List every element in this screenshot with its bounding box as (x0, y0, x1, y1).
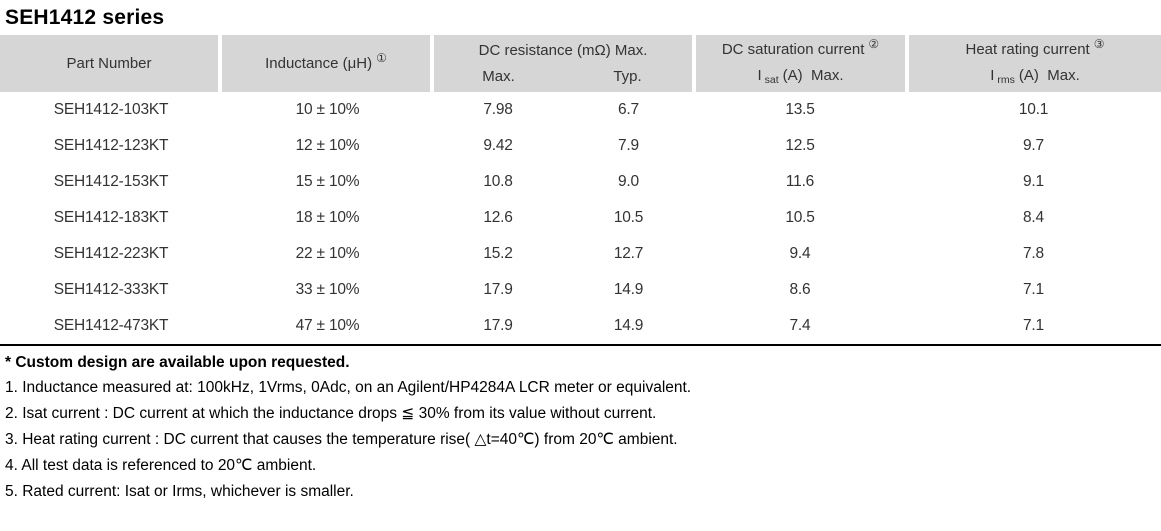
footnote-4: 4. All test data is referenced to 20℃ am… (5, 457, 317, 474)
inductance-cell: 10 ± 10% (295, 101, 360, 118)
isat-unit-label: (A) Max. (782, 67, 844, 84)
subcolumn-header-dcr-typ: Typ. (613, 67, 642, 85)
irms-cell: 7.1 (1023, 281, 1044, 298)
dcr-max-cell: 10.8 (483, 173, 513, 190)
table-row: SEH1412-123KT 12 ± 10% 9.42 7.9 12.5 9.7 (0, 128, 1161, 164)
irms-unit-label: (A) Max. (1018, 67, 1080, 84)
column-header-inductance: Inductance (μH) ① (222, 35, 430, 92)
isat-cell: 9.4 (789, 245, 811, 262)
irms-cell: 7.1 (1023, 317, 1044, 334)
inductance-cell: 22 ± 10% (295, 245, 360, 262)
dcr-max-cell: 17.9 (483, 317, 513, 334)
part-number-cell: SEH1412-223KT (53, 245, 169, 262)
dcr-typ-cell: 12.7 (613, 245, 644, 262)
isat-cell: 7.4 (789, 317, 811, 334)
part-number-cell: SEH1412-333KT (53, 281, 169, 298)
irms-symbol: I (990, 67, 995, 84)
dcr-max-cell: 7.98 (483, 101, 513, 118)
part-number-header-label: Part Number (66, 54, 152, 72)
dcr-max-cell: 15.2 (483, 245, 513, 262)
dc-resistance-header-label: DC resistance (mΩ) Max. (478, 41, 648, 59)
inductance-cell: 18 ± 10% (295, 209, 360, 226)
footnote-5: 5. Rated current: Isat or Irms, whicheve… (5, 483, 354, 500)
part-number-cell: SEH1412-123KT (53, 137, 169, 154)
irms-cell: 7.8 (1023, 245, 1044, 262)
isat-cell: 12.5 (785, 137, 815, 154)
dcr-max-cell: 12.6 (483, 209, 513, 226)
dcr-typ-cell: 10.5 (613, 209, 644, 226)
dc-resistance-group-label: DC resistance (mΩ) Max. (434, 38, 692, 64)
table-body: SEH1412-103KT 10 ± 10% 7.98 6.7 13.5 10.… (0, 92, 1161, 346)
dcr-typ-cell: 7.9 (618, 137, 639, 154)
irms-cell: 10.1 (1018, 101, 1049, 118)
page-title: SEH1412 series (5, 6, 165, 29)
subcolumn-header-dcr-max: Max. (482, 67, 515, 85)
isat-cell: 10.5 (785, 209, 815, 226)
irms-cell: 8.4 (1023, 209, 1044, 226)
isat-cell: 11.6 (785, 173, 815, 190)
footnote-2: 2. Isat current : DC current at which th… (5, 405, 657, 422)
dcr-max-cell: 17.9 (483, 281, 513, 298)
dc-saturation-note-ref: ② (868, 37, 880, 51)
inductance-cell: 15 ± 10% (295, 173, 360, 190)
dcr-typ-cell: 6.7 (618, 101, 639, 118)
dcr-typ-cell: 14.9 (613, 317, 644, 334)
dcr-typ-cell: 9.0 (618, 173, 639, 190)
table-row: SEH1412-333KT 33 ± 10% 17.9 14.9 8.6 7.1 (0, 272, 1161, 308)
inductance-header-label: Inductance (μH) (265, 54, 373, 72)
table-row: SEH1412-103KT 10 ± 10% 7.98 6.7 13.5 10.… (0, 92, 1161, 128)
irms-symbol-subscript: rms (997, 74, 1015, 86)
custom-design-note: * Custom design are available upon reque… (5, 354, 350, 371)
heat-rating-note-ref: ③ (1093, 37, 1105, 51)
column-header-dc-resistance: DC resistance (mΩ) Max. Max. Typ. (434, 35, 692, 92)
footnote-3: 3. Heat rating current : DC current that… (5, 431, 678, 448)
isat-symbol-subscript: sat (764, 74, 779, 86)
heat-rating-header-label: Heat rating current (965, 41, 1090, 58)
irms-cell: 9.7 (1023, 137, 1044, 154)
table-row: SEH1412-183KT 18 ± 10% 12.6 10.5 10.5 8.… (0, 200, 1161, 236)
inductance-cell: 33 ± 10% (295, 281, 360, 298)
table-row: SEH1412-223KT 22 ± 10% 15.2 12.7 9.4 7.8 (0, 236, 1161, 272)
footnotes-list: 1. Inductance measured at: 100kHz, 1Vrms… (0, 375, 1161, 505)
irms-cell: 9.1 (1023, 173, 1044, 190)
parts-table: Part Number Inductance (μH) ① DC resistan… (0, 35, 1161, 346)
part-number-cell: SEH1412-473KT (53, 317, 169, 334)
part-number-cell: SEH1412-183KT (53, 209, 169, 226)
column-header-part-number: Part Number (0, 35, 218, 92)
table-row: SEH1412-153KT 15 ± 10% 10.8 9.0 11.6 9.1 (0, 164, 1161, 200)
dcr-typ-cell: 14.9 (613, 281, 644, 298)
part-number-cell: SEH1412-153KT (53, 173, 169, 190)
table-row: SEH1412-473KT 47 ± 10% 17.9 14.9 7.4 7.1 (0, 308, 1161, 344)
part-number-cell: SEH1412-103KT (53, 101, 169, 118)
dc-saturation-header-label: DC saturation current (721, 41, 865, 58)
inductance-cell: 12 ± 10% (295, 137, 360, 154)
isat-cell: 8.6 (789, 281, 811, 298)
table-header-row: Part Number Inductance (μH) ① DC resistan… (0, 35, 1161, 92)
dcr-max-cell: 9.42 (483, 137, 513, 154)
footnote-1: 1. Inductance measured at: 100kHz, 1Vrms… (5, 379, 692, 396)
inductance-cell: 47 ± 10% (295, 317, 360, 334)
isat-symbol: I (757, 67, 762, 84)
inductance-note-ref: ① (376, 50, 387, 65)
isat-cell: 13.5 (785, 101, 815, 118)
